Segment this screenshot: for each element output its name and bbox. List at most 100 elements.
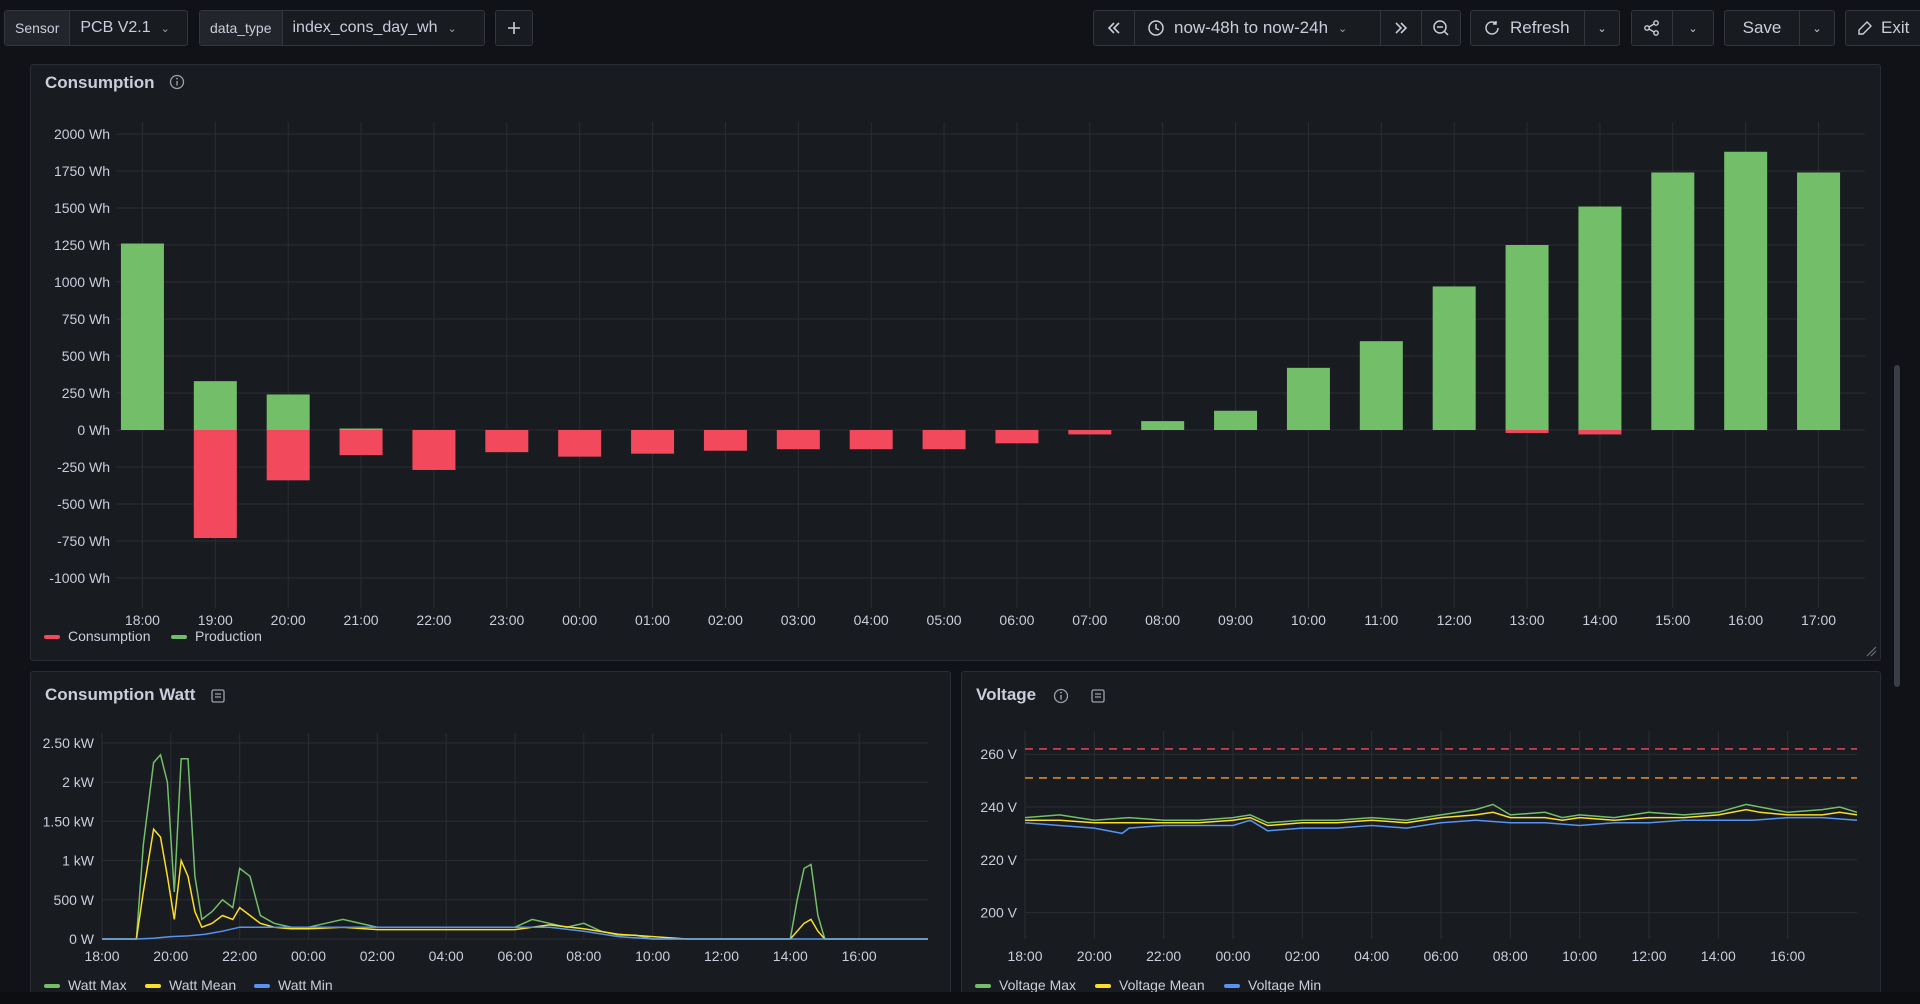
x-tick-label: 23:00 xyxy=(489,612,524,628)
voltage-panel: Voltage xyxy=(961,671,1881,1004)
production-bar xyxy=(1141,421,1185,430)
sensor-variable: Sensor PCB V2.1 ⌄ xyxy=(4,10,188,46)
save-dropdown[interactable]: ⌄ xyxy=(1799,10,1835,46)
datatype-variable-select[interactable]: index_cons_day_wh ⌄ xyxy=(281,11,485,45)
status-bar xyxy=(0,992,1920,1004)
consumption-bar xyxy=(631,430,675,454)
x-tick-label: 04:00 xyxy=(854,612,889,628)
legend-label: Watt Mean xyxy=(169,977,236,993)
y-tick-label: 500 W xyxy=(54,892,95,908)
x-tick-label: 20:00 xyxy=(271,612,306,628)
consumption-panel: Consumption xyxy=(30,64,1881,661)
time-shift-forward-button[interactable] xyxy=(1380,10,1422,46)
panel-title[interactable]: Consumption xyxy=(45,73,155,92)
production-bar xyxy=(1651,172,1695,430)
production-bar xyxy=(1724,151,1768,430)
x-tick-label: 22:00 xyxy=(222,948,257,964)
zoom-out-button[interactable] xyxy=(1421,10,1461,46)
chevron-down-icon: ⌄ xyxy=(447,22,457,35)
series-line-watt-min xyxy=(102,926,928,940)
x-tick-label: 16:00 xyxy=(1770,948,1805,964)
legend-swatch xyxy=(1224,984,1240,988)
y-tick-label: -750 Wh xyxy=(57,533,110,549)
library-panel-icon[interactable] xyxy=(209,687,227,705)
x-tick-label: 06:00 xyxy=(1423,948,1458,964)
production-bar xyxy=(1214,410,1258,430)
x-tick-label: 00:00 xyxy=(291,948,326,964)
chevron-double-left-icon xyxy=(1107,22,1120,34)
series-line-watt-mean xyxy=(102,827,928,940)
y-tick-label: 220 V xyxy=(980,852,1017,868)
y-tick-label: 1 kW xyxy=(62,853,95,869)
share-button[interactable] xyxy=(1631,10,1673,46)
y-tick-label: 2 kW xyxy=(62,774,95,790)
x-tick-label: 14:00 xyxy=(773,948,808,964)
series-line-voltage-min xyxy=(1024,816,1858,835)
x-tick-label: 11:00 xyxy=(1364,612,1398,628)
y-tick-label: 2.50 kW xyxy=(43,735,95,751)
refresh-icon xyxy=(1485,21,1499,35)
legend-label: Watt Min xyxy=(278,977,333,993)
voltage-chart: 260 V 240 V 220 V 200 V 18:00 20:00 22:00 00:00… xyxy=(975,731,1858,993)
time-range-picker[interactable]: now-48h to now-24h ⌄ xyxy=(1134,10,1381,46)
edit-icon xyxy=(1858,21,1872,35)
refresh-button[interactable]: Refresh xyxy=(1470,10,1585,46)
x-tick-label: 12:00 xyxy=(1631,948,1666,964)
x-tick-label: 21:00 xyxy=(344,612,379,628)
y-tick-label: 0 W xyxy=(69,931,95,947)
x-tick-label: 12:00 xyxy=(704,948,739,964)
legend-swatch-consumption xyxy=(44,635,60,639)
dashboard-scrollbar[interactable] xyxy=(1894,365,1900,687)
consumption-bar xyxy=(922,430,966,450)
x-tick-label: 10:00 xyxy=(635,948,670,964)
x-tick-label: 10:00 xyxy=(1291,612,1326,628)
info-icon[interactable] xyxy=(1052,687,1070,705)
production-bar xyxy=(1578,206,1622,430)
x-tick-label: 15:00 xyxy=(1655,612,1690,628)
add-variable-button[interactable] xyxy=(495,10,533,46)
refresh-interval-dropdown[interactable]: ⌄ xyxy=(1584,10,1620,46)
panel-title[interactable]: Consumption Watt xyxy=(45,685,196,704)
info-icon[interactable] xyxy=(168,73,186,91)
y-tick-label: 260 V xyxy=(980,746,1017,762)
x-tick-label: 17:00 xyxy=(1801,612,1836,628)
y-tick-label: 200 V xyxy=(980,905,1017,921)
consumption-bar xyxy=(849,430,893,450)
consumption-bar xyxy=(703,430,747,451)
sensor-variable-label: Sensor xyxy=(5,11,70,45)
sensor-variable-select[interactable]: PCB V2.1 ⌄ xyxy=(69,11,187,45)
x-tick-label: 06:00 xyxy=(497,948,532,964)
panel-title[interactable]: Voltage xyxy=(976,685,1037,704)
exit-label: Exit xyxy=(1881,18,1910,37)
library-panel-icon[interactable] xyxy=(1089,687,1107,705)
chevron-double-right-icon xyxy=(1395,22,1408,34)
y-tick-label: 1000 Wh xyxy=(54,274,110,290)
y-tick-label: 1750 Wh xyxy=(54,163,110,179)
consumption-bar xyxy=(558,430,602,457)
time-shift-back-button[interactable] xyxy=(1093,10,1135,46)
sensor-variable-value: PCB V2.1 xyxy=(80,19,151,36)
exit-edit-button[interactable]: Exit xyxy=(1845,10,1920,46)
save-button[interactable]: Save xyxy=(1724,10,1800,46)
consumption-bar xyxy=(1068,430,1112,435)
legend-swatch xyxy=(145,984,161,988)
series-line-voltage-max xyxy=(1024,803,1858,824)
chevron-down-icon: ⌄ xyxy=(1597,22,1607,35)
x-tick-label: 07:00 xyxy=(1072,612,1107,628)
production-bar xyxy=(1797,172,1841,430)
x-tick-label: 02:00 xyxy=(360,948,395,964)
resize-handle-icon[interactable] xyxy=(1865,645,1877,657)
x-tick-label: 05:00 xyxy=(927,612,962,628)
legend-label-production: Production xyxy=(195,628,262,644)
share-dropdown[interactable]: ⌄ xyxy=(1672,10,1714,46)
chevron-down-icon: ⌄ xyxy=(160,22,170,35)
consumption-bar xyxy=(485,430,529,453)
x-tick-label: 09:00 xyxy=(1218,612,1253,628)
legend-label: Voltage Min xyxy=(1248,977,1321,993)
consumption-bar xyxy=(995,430,1039,444)
consumption-bar xyxy=(266,430,310,481)
x-tick-label: 14:00 xyxy=(1582,612,1617,628)
consumption-chart: 2000 Wh 1750 Wh 1500 Wh 1250 Wh 1000 Wh 750 W… xyxy=(44,122,1865,644)
x-tick-label: 16:00 xyxy=(842,948,877,964)
consumption-watt-chart: 2.50 kW 2 kW 1.50 kW 1 kW 500 W 0 W18:00 20:00… xyxy=(43,733,928,993)
